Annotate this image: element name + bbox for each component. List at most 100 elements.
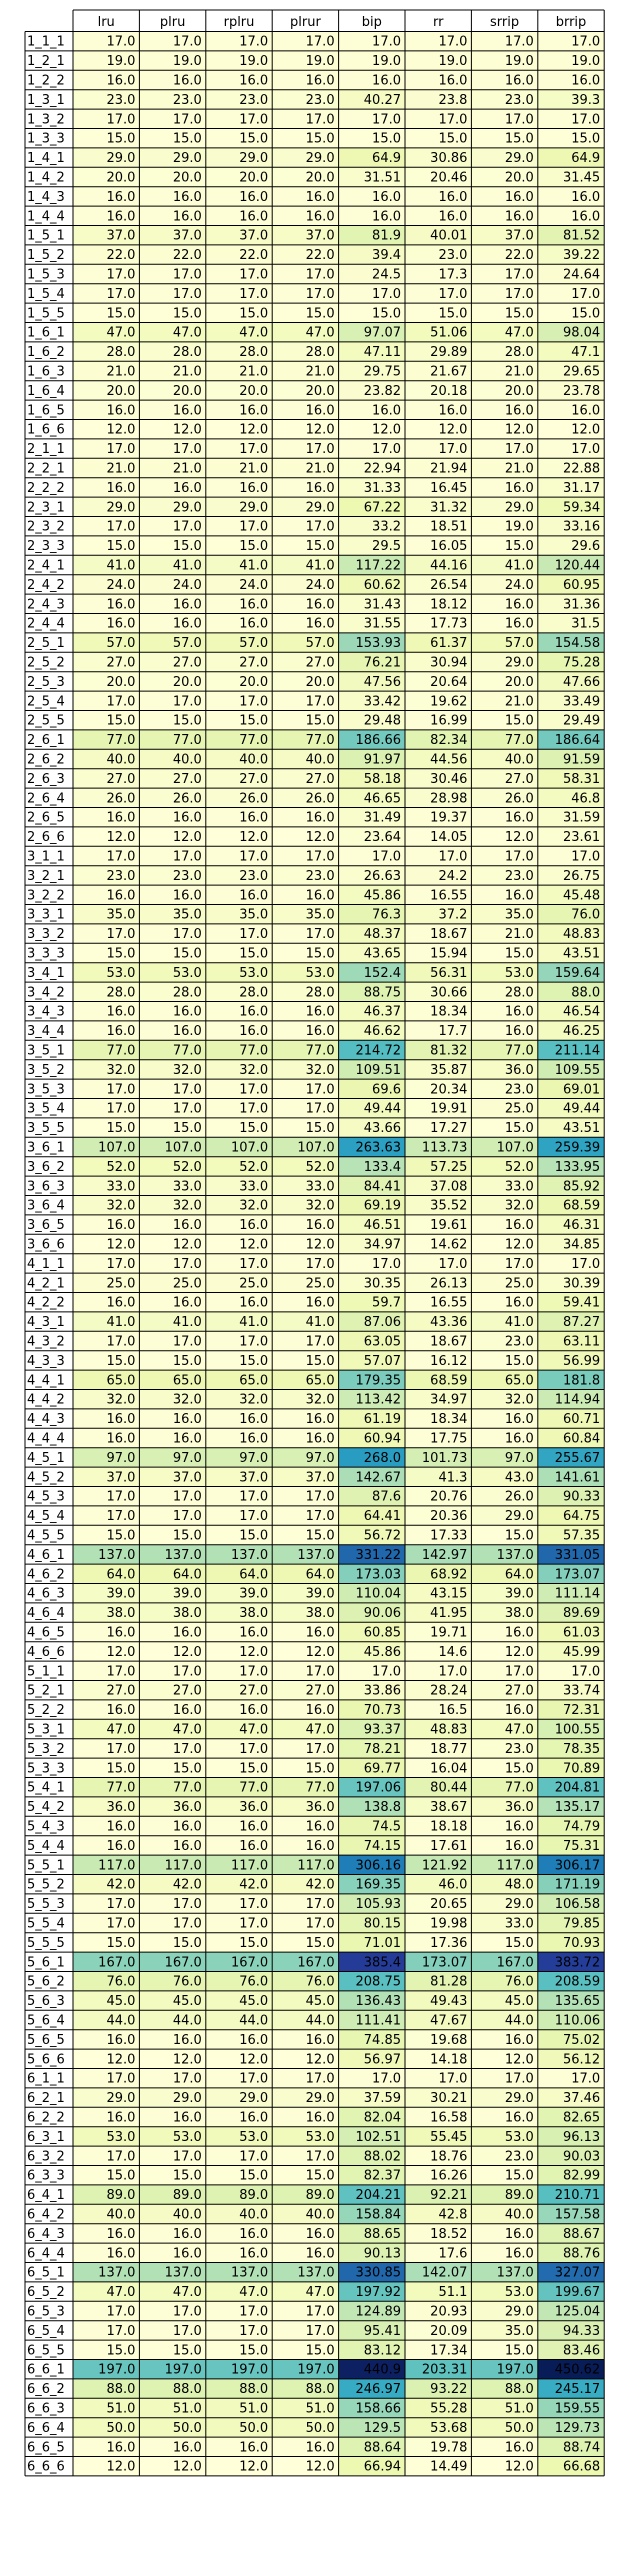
heatmap-cell xyxy=(205,89,273,110)
cell-value: 89.0 xyxy=(239,2188,268,2203)
cell-value: 15.0 xyxy=(505,2169,534,2184)
heatmap-cell xyxy=(338,613,405,633)
heatmap-cell xyxy=(272,497,339,517)
heatmap-cell xyxy=(272,1738,339,1759)
cell-value: 41.95 xyxy=(430,1606,467,1621)
cell-value: 50.0 xyxy=(106,2421,135,2436)
row-label: 6_5_2 xyxy=(27,2285,65,2300)
cell-value: 12.0 xyxy=(505,2052,534,2067)
cell-value: 32.0 xyxy=(505,1393,534,1408)
row-label: 5_5_5 xyxy=(27,1936,65,1951)
cell-value: 20.0 xyxy=(239,384,268,399)
heatmap-cell xyxy=(272,458,339,478)
heatmap-cell xyxy=(537,1486,605,1506)
row-label: 6_5_5 xyxy=(27,2343,65,2358)
cell-value: 47.0 xyxy=(505,326,534,341)
cell-value: 40.0 xyxy=(106,2208,135,2223)
heatmap-cell xyxy=(338,1758,405,1778)
cell-value: 41.0 xyxy=(306,1315,335,1330)
cell-value: 29.0 xyxy=(505,2305,534,2320)
cell-value: 16.0 xyxy=(173,2246,202,2261)
cell-value: 117.22 xyxy=(356,559,402,574)
row-label: 2_4_4 xyxy=(27,617,65,632)
cell-value: 17.0 xyxy=(239,1102,268,1117)
cell-value: 32.0 xyxy=(106,1199,135,1214)
heatmap-cell xyxy=(338,1467,405,1487)
heatmap-cell xyxy=(272,535,339,556)
heatmap-cell xyxy=(338,826,405,847)
cell-value: 16.0 xyxy=(106,209,135,224)
heatmap-cell xyxy=(537,982,605,1002)
cell-value: 129.5 xyxy=(364,2421,401,2436)
heatmap-cell xyxy=(405,962,472,983)
heatmap-cell xyxy=(272,1040,339,1060)
heatmap-cell xyxy=(338,264,405,284)
cell-value: 83.46 xyxy=(563,2343,600,2358)
heatmap-cell xyxy=(205,1059,273,1080)
cell-value: 16.0 xyxy=(306,1005,335,1020)
heatmap-cell xyxy=(471,1214,538,1235)
cell-value: 16.0 xyxy=(505,403,534,418)
cell-value: 30.86 xyxy=(430,151,467,166)
cell-value: 16.0 xyxy=(505,209,534,224)
heatmap-cell xyxy=(537,458,605,478)
heatmap-cell xyxy=(405,826,472,847)
heatmap-cell xyxy=(139,31,206,51)
heatmap-cell xyxy=(272,1544,339,1565)
heatmap-cell xyxy=(537,1622,605,1642)
heatmap-cell xyxy=(73,438,140,459)
cell-value: 69.6 xyxy=(372,1082,401,1097)
heatmap-cell xyxy=(139,1680,206,1700)
cell-value: 17.3 xyxy=(438,268,467,283)
row-label: 4_2_2 xyxy=(27,1296,65,1311)
heatmap-cell xyxy=(405,613,472,633)
cell-value: 61.37 xyxy=(430,636,467,651)
cell-value: 23.61 xyxy=(563,830,600,845)
cell-value: 23.78 xyxy=(563,384,600,399)
heatmap-cell xyxy=(471,400,538,420)
cell-value: 12.0 xyxy=(306,1238,335,1253)
cell-value: 40.0 xyxy=(106,753,135,768)
heatmap-cell xyxy=(73,671,140,692)
cell-value: 23.0 xyxy=(505,1335,534,1350)
cell-value: 29.0 xyxy=(106,2091,135,2106)
cell-value: 17.0 xyxy=(571,35,600,50)
heatmap-cell xyxy=(139,1214,206,1235)
cell-value: 16.0 xyxy=(239,1820,268,1835)
heatmap-cell xyxy=(471,768,538,789)
cell-value: 38.67 xyxy=(430,1800,467,1815)
cell-value: 16.0 xyxy=(505,1412,534,1427)
cell-value: 246.97 xyxy=(356,2382,402,2397)
cell-value: 17.0 xyxy=(106,850,135,865)
cell-value: 17.0 xyxy=(306,1664,335,1679)
heatmap-cell xyxy=(471,1505,538,1526)
heatmap-cell xyxy=(537,89,605,110)
heatmap-cell xyxy=(338,1505,405,1526)
heatmap-cell xyxy=(272,1331,339,1351)
cell-value: 16.0 xyxy=(306,617,335,632)
heatmap-cell xyxy=(73,128,140,148)
heatmap-cell xyxy=(73,1001,140,1021)
heatmap-cell xyxy=(471,1020,538,1041)
heatmap-cell xyxy=(272,1176,339,1196)
cell-value: 16.0 xyxy=(239,1412,268,1427)
cell-value: 23.0 xyxy=(306,869,335,884)
cell-value: 32.0 xyxy=(239,1063,268,1078)
cell-value: 28.0 xyxy=(505,345,534,360)
cell-value: 69.77 xyxy=(364,1761,401,1776)
heatmap-cell xyxy=(73,1253,140,1274)
cell-value: 32.0 xyxy=(106,1393,135,1408)
cell-value: 17.0 xyxy=(571,287,600,302)
cell-value: 77.0 xyxy=(306,1044,335,1059)
heatmap-cell xyxy=(139,497,206,517)
cell-value: 109.55 xyxy=(555,1063,601,1078)
cell-value: 57.0 xyxy=(505,636,534,651)
cell-value: 208.59 xyxy=(555,1975,601,1990)
cell-value: 16.26 xyxy=(430,2169,467,2184)
heatmap-cell xyxy=(338,788,405,808)
heatmap-cell xyxy=(338,1661,405,1681)
cell-value: 16.45 xyxy=(430,481,467,496)
heatmap-cell xyxy=(139,322,206,342)
heatmap-cell xyxy=(338,1040,405,1060)
cell-value: 14.18 xyxy=(430,2052,467,2067)
